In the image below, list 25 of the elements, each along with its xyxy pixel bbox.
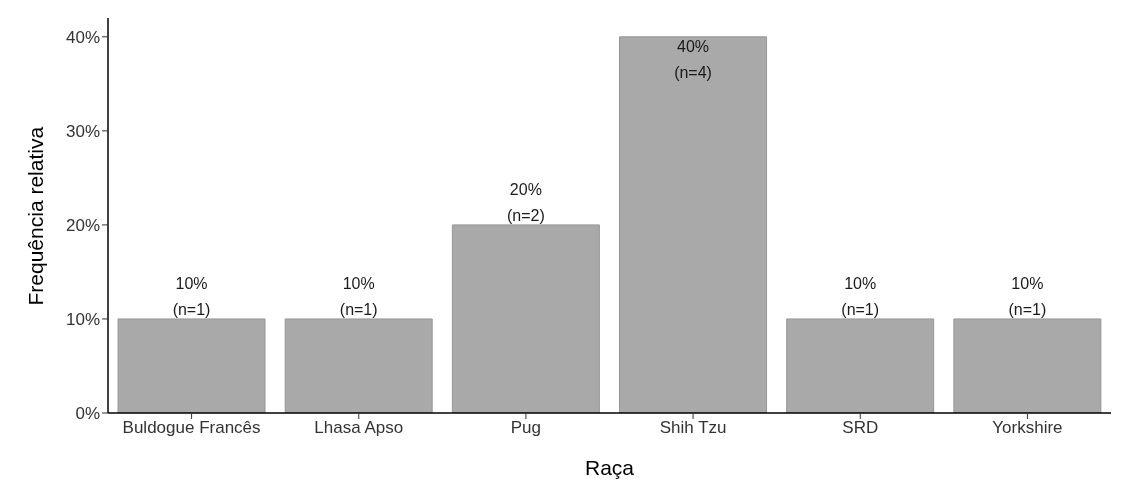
x-axis-title: Raça (584, 456, 635, 479)
x-tick-label: Lhasa Apso (314, 418, 404, 438)
y-tick-label: 30% (65, 121, 100, 141)
x-tick-label: Buldogue Francês (122, 418, 261, 438)
data-label: 10% (n=1) (1008, 274, 1047, 318)
bar (953, 318, 1102, 413)
y-tick-label: 0% (75, 404, 100, 424)
y-tick-label: 20% (65, 215, 100, 235)
x-tick-label: Yorkshire (992, 418, 1063, 438)
bar (117, 318, 266, 413)
data-label: 20% (n=2) (506, 180, 545, 224)
y-axis-title: Frequência relativa (24, 126, 48, 306)
x-tick-label: SRD (842, 418, 879, 438)
data-label: 10% (n=1) (172, 274, 211, 318)
y-tick-label: 10% (65, 309, 100, 329)
x-tick-label: Shih Tzu (659, 418, 727, 438)
bar (786, 318, 935, 413)
data-label: 10% (n=1) (841, 274, 880, 318)
bar (451, 224, 600, 413)
data-label: 40% (n=4) (674, 38, 712, 81)
bar (284, 318, 433, 413)
y-tick-label: 40% (65, 27, 100, 47)
data-label: 10% (n=1) (339, 274, 378, 318)
bar (619, 36, 768, 413)
x-tick-label: Pug (510, 418, 542, 438)
